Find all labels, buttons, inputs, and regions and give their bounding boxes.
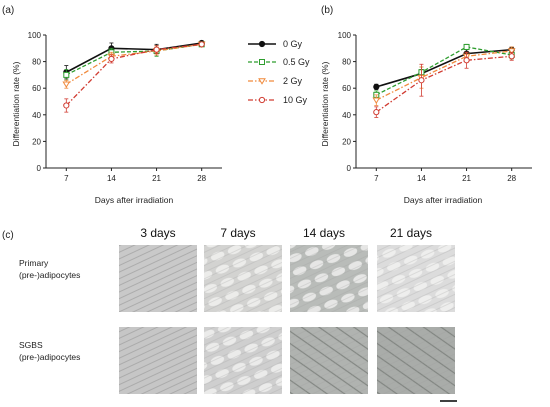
micrograph-tile [377, 327, 455, 394]
chart-b-ytick-label-100: 100 [338, 31, 352, 40]
micrograph-texture [119, 245, 197, 312]
column-label-7-days: 7 days [220, 226, 255, 240]
micrograph-texture-overlay [377, 327, 455, 394]
micrograph-texture-overlay [290, 245, 368, 312]
legend-label-10gy: 10 Gy [283, 95, 308, 105]
chart-a-xtick-label-7: 7 [64, 174, 69, 183]
chart-b-xtick-label-14: 14 [417, 174, 426, 183]
chart-a-point [153, 46, 160, 53]
micrograph-tile [290, 327, 368, 394]
chart-a-ytick-label-80: 80 [32, 58, 41, 67]
column-label-21-days: 21 days [390, 226, 432, 240]
micrograph-texture-overlay [377, 245, 455, 312]
chart-b-ytick-label-0: 0 [347, 164, 352, 173]
chart-b-point [418, 77, 425, 84]
chart-a-xlabel: Days after irradiation [95, 195, 174, 205]
chart-b-series-line [376, 46, 512, 96]
micrograph-tile [204, 327, 282, 394]
chart-a-point [63, 102, 70, 109]
column-label-3-days: 3 days [140, 226, 175, 240]
chart-a-xtick-label-28: 28 [197, 174, 206, 183]
chart-b-xtick-label-7: 7 [374, 174, 379, 183]
panel-c-label: (c) [2, 230, 14, 241]
micrograph-texture-overlay [204, 327, 282, 394]
chart-b-series-line [376, 50, 512, 101]
micrograph-tile [204, 245, 282, 312]
chart-b-point [463, 57, 470, 64]
row-label-primary-line1: Primary [19, 258, 49, 268]
row-label-sgbs-line2: (pre-)adipocytes [19, 352, 80, 362]
legend-marker [258, 40, 266, 48]
chart-a-point [62, 81, 71, 88]
chart-a-ytick-label-100: 100 [28, 31, 42, 40]
chart-a-ytick-label-20: 20 [32, 137, 41, 146]
chart-b-ytick-label-40: 40 [342, 111, 351, 120]
chart-b-series-10-gy [373, 51, 515, 118]
chart-b-series-line [376, 48, 512, 88]
column-label-14-days: 14 days [303, 226, 345, 240]
legend: 0 Gy 0.5 Gy 2 Gy 10 Gy [248, 39, 310, 105]
chart-b-ytick-label-60: 60 [342, 84, 351, 93]
chart-b-series-0-5-gy [373, 43, 515, 100]
micrograph-panel: 3 days 7 days 14 days 21 days Primary (p… [19, 226, 457, 402]
chart-b-xlabel: Days after irradiation [404, 195, 483, 205]
legend-marker [258, 96, 266, 104]
chart-b-point [373, 109, 380, 116]
legend-label-0gy: 0 Gy [283, 39, 303, 49]
chart-a-series-line [65, 43, 202, 85]
micrograph-tile [119, 245, 197, 312]
micrograph-texture-overlay [204, 245, 282, 312]
chart-a-series-10-gy [63, 41, 205, 113]
row-label-primary-line2: (pre-)adipocytes [19, 270, 80, 280]
chart-b: Differentiation rate (%) Days after irra… [320, 31, 532, 205]
chart-b-xtick-label-21: 21 [462, 174, 471, 183]
chart-a-series-0-5-gy [63, 41, 205, 81]
chart-a-series-line [65, 43, 202, 106]
chart-b-point [373, 83, 380, 90]
chart-b-point [507, 48, 516, 55]
chart-b-ylabel: Differentiation rate (%) [320, 61, 330, 146]
row-label-sgbs-line1: SGBS [19, 340, 43, 350]
chart-a-series-line [66, 43, 202, 76]
chart-b-point [508, 53, 515, 60]
chart-a-point [63, 71, 70, 78]
micrograph-tile [119, 327, 197, 394]
legend-label-2gy: 2 Gy [283, 76, 303, 86]
chart-a-point [108, 55, 115, 63]
chart-b-ytick-label-20: 20 [342, 137, 351, 146]
chart-b-point [372, 97, 381, 104]
micrograph-texture-overlay [290, 327, 368, 394]
chart-a-ytick-label-0: 0 [37, 164, 42, 173]
micrograph-tile [290, 245, 368, 312]
chart-a-xtick-label-21: 21 [152, 174, 161, 183]
chart-a-ytick-label-40: 40 [32, 111, 41, 120]
chart-b-series-2-gy [372, 46, 516, 106]
chart-a-xtick-label-14: 14 [107, 174, 116, 183]
chart-a-ylabel: Differentiation rate (%) [11, 61, 21, 146]
micrograph-tile [377, 245, 455, 312]
chart-b-xtick-label-28: 28 [507, 174, 516, 183]
panel-b-label: (b) [321, 5, 333, 16]
panel-a-label: (a) [2, 5, 14, 16]
chart-a-series-line [65, 42, 202, 73]
chart-b-ytick-label-80: 80 [342, 58, 351, 67]
chart-a-ytick-label-60: 60 [32, 84, 41, 93]
chart-b-point [463, 43, 470, 50]
chart-b-series-line [375, 55, 512, 113]
micrograph-texture [119, 327, 197, 394]
legend-marker [259, 59, 265, 65]
legend-marker [258, 78, 266, 85]
legend-label-0-5gy: 0.5 Gy [283, 57, 310, 67]
chart-a: Differentiation rate (%) Days after irra… [11, 31, 222, 205]
chart-a-point [198, 41, 205, 48]
